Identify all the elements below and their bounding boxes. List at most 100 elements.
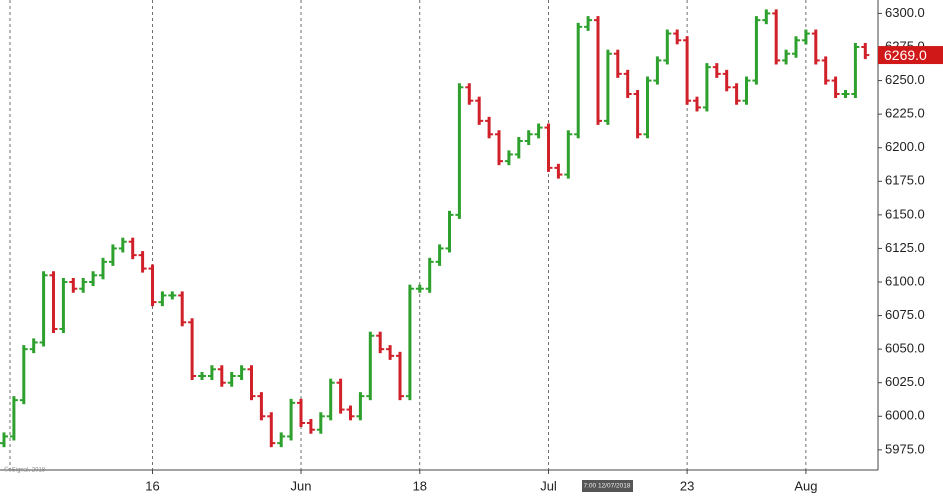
ohlc-range — [101, 257, 105, 280]
ohlc-range — [190, 318, 194, 381]
x-tick-label: Jul — [540, 478, 557, 493]
ohlc-range — [259, 392, 263, 421]
ohlc-range — [299, 398, 303, 428]
ohlc-range — [675, 29, 679, 45]
ohlc-range — [131, 237, 135, 260]
ohlc-range — [448, 210, 451, 253]
ohlc-range — [725, 69, 729, 92]
ohlc-range — [12, 396, 16, 441]
ohlc-range — [655, 56, 659, 85]
ohlc-range — [388, 345, 392, 360]
ohlc-range — [428, 257, 432, 293]
ohlc-range — [705, 63, 709, 112]
ohlc-range — [339, 378, 343, 414]
ohlc-range — [636, 89, 640, 139]
ohlc-range — [576, 22, 580, 139]
ohlc-range — [646, 76, 649, 139]
ohlc-range — [141, 251, 145, 273]
ohlc-range — [250, 365, 253, 401]
ohlc-range — [497, 130, 501, 166]
ohlc-range — [566, 130, 570, 179]
ohlc-range — [438, 244, 442, 266]
y-tick-label: 6200.0 — [885, 139, 925, 154]
ohlc-range — [517, 136, 521, 159]
ohlc-range — [477, 96, 481, 125]
ohlc-range — [774, 9, 778, 65]
y-tick-label: 6100.0 — [885, 273, 925, 288]
ohlc-range — [586, 16, 590, 31]
ohlc-range — [61, 277, 65, 334]
last-price-label: 6269.0 — [884, 47, 927, 63]
ohlc-range — [378, 331, 382, 354]
ohlc-range — [794, 36, 798, 58]
ohlc-range — [784, 49, 788, 65]
ohlc-range — [695, 96, 699, 112]
ohlc-range — [616, 49, 620, 78]
ohlc-range — [220, 365, 224, 387]
ohlc-range — [715, 63, 719, 78]
ohlc-range — [2, 432, 6, 448]
y-tick-label: 6075.0 — [885, 307, 925, 322]
ohlc-range — [665, 29, 669, 65]
ohlc-range — [626, 69, 630, 99]
y-tick-label: 6125.0 — [885, 240, 925, 255]
ohlc-range — [547, 123, 550, 172]
ohlc-range — [556, 163, 560, 179]
ohlc-range — [685, 36, 689, 105]
ohlc-range — [863, 42, 867, 60]
ohlc-range — [269, 412, 273, 448]
ohlc-range — [52, 271, 55, 334]
last-price-box — [878, 46, 943, 65]
ohlc-range — [319, 412, 323, 434]
y-tick-label: 5975.0 — [885, 441, 925, 456]
ohlc-range — [457, 83, 461, 219]
ohlc-range — [754, 16, 758, 85]
y-tick-label: 6000.0 — [885, 408, 925, 423]
y-tick-label: 6225.0 — [885, 106, 925, 121]
x-tick-label: Aug — [794, 478, 817, 493]
y-tick-label: 6150.0 — [885, 206, 925, 221]
y-tick-label: 6050.0 — [885, 341, 925, 356]
ohlc-range — [151, 264, 154, 307]
crosshair-box — [582, 480, 633, 492]
x-tick-label: 16 — [145, 478, 159, 493]
ohlc-range — [745, 76, 748, 105]
ohlc-range — [527, 130, 531, 146]
ohlc-range — [22, 345, 26, 405]
ohlc-range — [309, 418, 313, 434]
ohlc-range — [408, 284, 412, 401]
ohlc-range — [81, 277, 85, 293]
ohlc-range — [853, 42, 857, 99]
ohlc-range — [358, 392, 362, 421]
ohlc-range — [487, 116, 491, 139]
ohlc-range — [121, 237, 125, 253]
ohlc-range — [230, 371, 234, 387]
ohlc-range — [329, 378, 333, 421]
ohlc-range — [834, 76, 838, 99]
x-tick-label: Jun — [291, 478, 312, 493]
ohlc-range — [537, 123, 541, 139]
ohlc-range — [735, 83, 739, 105]
ohlc-range — [32, 338, 36, 354]
ohlc-range — [240, 365, 244, 381]
ohlc-range — [596, 16, 600, 125]
ohlc-range — [180, 291, 184, 327]
ohlc-range — [368, 331, 372, 401]
ohlc-range — [467, 83, 471, 105]
ohlc-range — [71, 277, 75, 293]
ohlc-range — [349, 405, 352, 421]
ohlc-range — [804, 29, 808, 45]
ohlc-range — [91, 271, 95, 287]
ohlc-range — [289, 398, 293, 441]
ohlc-range — [279, 432, 283, 448]
ohlc-range — [814, 29, 818, 65]
ohlc-range — [398, 351, 402, 401]
y-tick-label: 6025.0 — [885, 374, 925, 389]
ohlc-range — [824, 56, 828, 85]
ohlc-range — [606, 49, 610, 125]
ohlc-range — [764, 9, 768, 25]
x-tick-label: 18 — [413, 478, 427, 493]
ohlc-range — [507, 150, 511, 166]
